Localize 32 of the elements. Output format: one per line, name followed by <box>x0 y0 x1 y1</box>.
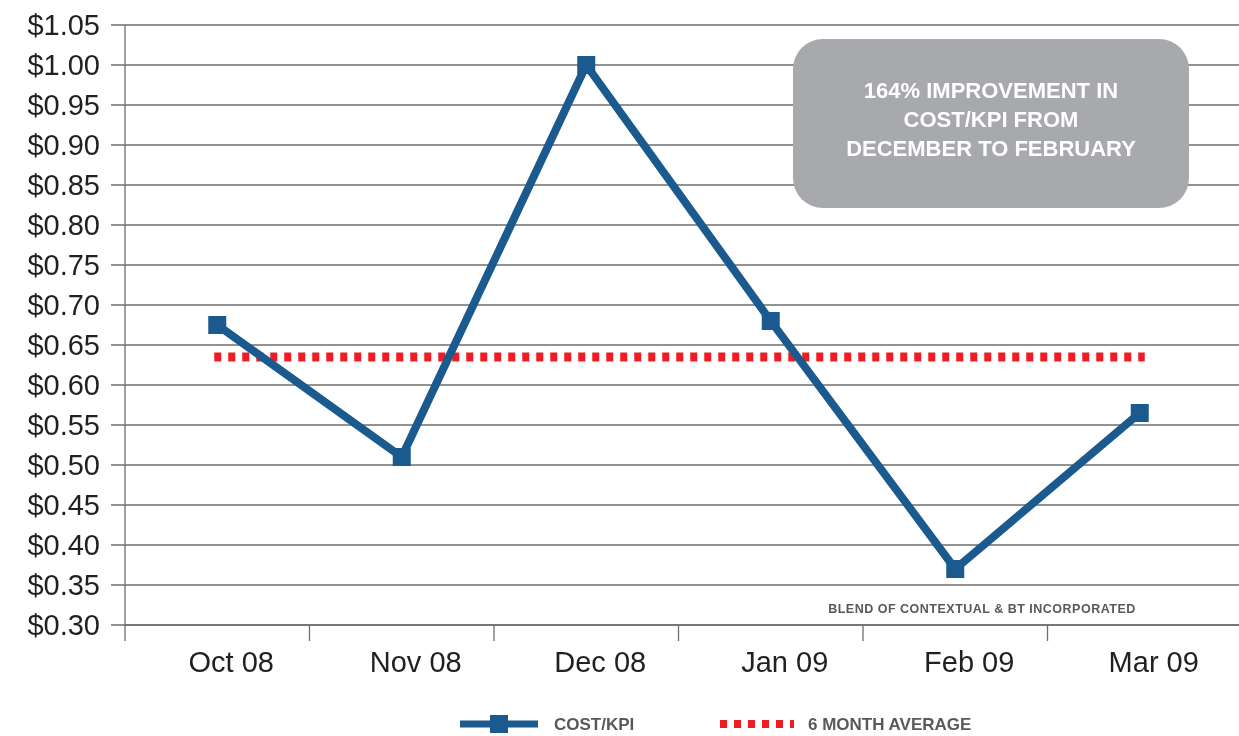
y-tick-label: $0.50 <box>27 449 100 482</box>
point <box>1130 404 1149 422</box>
point <box>577 56 596 74</box>
y-tick-label: $0.70 <box>27 289 100 322</box>
y-tick-label: $0.35 <box>27 569 100 602</box>
y-tick-label: $0.30 <box>27 609 100 642</box>
y-tick-label: $1.00 <box>27 49 100 82</box>
x-tick-label: Oct 08 <box>188 646 274 678</box>
annotation: 164% IMPROVEMENT IN COST/KPI FROM DECEMBER TO FEBRUARY <box>846 78 1137 161</box>
y-tick-label: $0.65 <box>27 329 100 362</box>
legend-label: 6 MONTH AVERAGE <box>808 714 972 734</box>
point <box>392 448 411 466</box>
y-tick-label: $0.80 <box>27 209 100 242</box>
point <box>761 312 780 330</box>
point <box>208 316 227 334</box>
y-tick-label: $0.55 <box>27 409 100 442</box>
legend-label: COST/KPI <box>554 714 635 734</box>
y-tick-label: $1.05 <box>27 9 100 42</box>
y-tick-label: $0.60 <box>27 369 100 402</box>
x-tick-label: Jan 09 <box>741 646 829 678</box>
annotation: BLEND OF CONTEXTUAL & BT INCORPORATED <box>828 602 1136 616</box>
point <box>946 560 965 578</box>
x-tick-label: Dec 08 <box>554 646 647 678</box>
y-tick-label: $0.45 <box>27 489 100 522</box>
y-tick-label: $0.85 <box>27 169 100 202</box>
y-tick-label: $0.95 <box>27 89 100 122</box>
y-tick-label: $0.90 <box>27 129 100 162</box>
y-tick-label: $0.75 <box>27 249 100 282</box>
x-tick-label: Mar 09 <box>1108 646 1199 678</box>
x-tick-label: Feb 09 <box>924 646 1015 678</box>
x-tick-label: Nov 08 <box>369 646 462 678</box>
y-tick-label: $0.40 <box>27 529 100 562</box>
